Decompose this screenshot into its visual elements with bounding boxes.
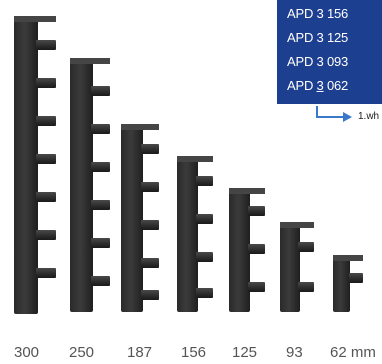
product-code-item: APD 3 125 (287, 31, 348, 44)
product-code-item: APD 3 062 (287, 79, 348, 92)
profile-spine (121, 124, 144, 312)
profile-tooth (247, 282, 265, 292)
profile-tooth (348, 273, 363, 283)
profile-tooth (90, 86, 110, 96)
profile-spine (177, 156, 198, 312)
profile-156 (177, 156, 213, 312)
size-label: 250 (69, 344, 95, 361)
profile-tooth (195, 176, 213, 186)
profile-tooth (195, 288, 213, 298)
profile-tooth (195, 214, 213, 224)
profile-tooth (90, 238, 110, 248)
pointer-line (316, 116, 343, 118)
profile-tooth (195, 252, 213, 262)
profile-tooth (35, 268, 56, 278)
code-text: APD 3 156 (287, 6, 349, 21)
profile-spine (14, 16, 39, 314)
profile-tooth (140, 220, 159, 230)
product-code-item: APD 3 156 (287, 7, 348, 20)
profile-tooth (247, 244, 265, 254)
profile-cap (70, 58, 110, 64)
profile-93 (280, 222, 314, 312)
profile-cap (121, 124, 159, 130)
profile-tooth (90, 200, 110, 210)
size-label: 62 mm (330, 344, 376, 361)
code-text-suffix: 062 (323, 78, 349, 93)
profile-tooth (90, 124, 110, 134)
code-text: APD 3 125 (287, 30, 349, 45)
profile-cap (280, 222, 314, 228)
profile-tooth (297, 282, 314, 292)
profile-tooth (140, 182, 159, 192)
profile-tooth (140, 290, 159, 300)
profile-250 (70, 58, 110, 312)
profile-62 (333, 255, 363, 312)
profile-tooth (90, 162, 110, 172)
profile-125 (229, 188, 265, 312)
profile-cap (333, 255, 363, 261)
profile-tooth (140, 258, 159, 268)
profile-cap (229, 188, 265, 194)
product-code-callout: APD 3 156 APD 3 125 APD 3 093 APD 3 062 (277, 0, 382, 104)
profile-tooth (247, 206, 265, 216)
profile-187 (121, 124, 159, 312)
profile-cap (177, 156, 213, 162)
size-label: 187 (127, 344, 153, 361)
code-text: APD 3 093 (287, 54, 349, 69)
profile-tooth (35, 116, 56, 126)
pointer-label: 1.wh (358, 111, 380, 122)
profile-spine (70, 58, 94, 312)
code-underline-digit: 3 (316, 78, 324, 93)
profile-tooth (35, 40, 56, 50)
pointer-line (316, 106, 318, 118)
arrow-right-icon (343, 112, 352, 122)
profile-300 (14, 16, 56, 314)
profile-spine (229, 188, 250, 312)
profile-cap (14, 16, 56, 22)
profile-tooth (140, 144, 159, 154)
profile-spine (333, 255, 351, 312)
size-label: 300 (14, 344, 40, 361)
profile-tooth (35, 192, 56, 202)
size-label: 93 (286, 344, 303, 361)
profile-tooth (35, 78, 56, 88)
size-label: 125 (232, 344, 258, 361)
profile-tooth (35, 230, 56, 240)
profile-tooth (35, 154, 56, 164)
code-text: APD (287, 78, 317, 93)
profile-tooth (297, 242, 314, 252)
product-code-item: APD 3 093 (287, 55, 348, 68)
size-label: 156 (181, 344, 207, 361)
profile-spine (280, 222, 300, 312)
profile-tooth (90, 276, 110, 286)
